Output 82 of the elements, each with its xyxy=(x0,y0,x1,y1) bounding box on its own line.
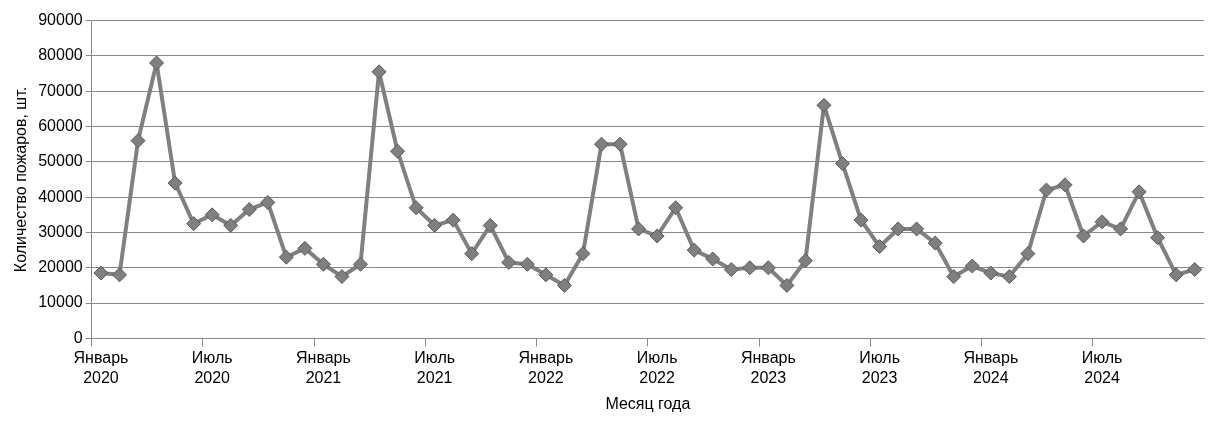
point xyxy=(130,133,146,149)
point xyxy=(260,194,276,210)
y-tick-label: 60000 xyxy=(38,116,83,134)
point xyxy=(519,256,535,272)
x-tick-label: Июль 2023 xyxy=(859,349,900,386)
point xyxy=(909,221,925,237)
point xyxy=(167,175,183,191)
point xyxy=(1094,214,1110,230)
point xyxy=(297,240,313,256)
point xyxy=(872,239,888,255)
y-tick-label: 20000 xyxy=(38,258,83,276)
x-tick-label: Июль 2024 xyxy=(1081,349,1123,386)
x-tick-label: Январь 2022 xyxy=(518,349,574,386)
y-axis-title: Количество пожаров, шт. xyxy=(12,86,30,273)
point xyxy=(1150,230,1166,246)
point xyxy=(241,202,257,218)
x-tick-label: Июль 2021 xyxy=(414,349,456,386)
point xyxy=(1038,182,1054,198)
point xyxy=(779,277,795,293)
point xyxy=(686,242,702,258)
x-tick-label: Июль 2022 xyxy=(636,349,678,386)
y-tick-label: 80000 xyxy=(38,46,83,64)
point xyxy=(390,143,406,159)
point xyxy=(1076,228,1091,244)
point xyxy=(983,265,999,281)
point xyxy=(946,269,962,285)
point xyxy=(556,277,572,293)
x-tick-label: Январь 2023 xyxy=(740,349,796,386)
point xyxy=(816,97,832,113)
y-tick-label: 70000 xyxy=(38,81,83,99)
point xyxy=(186,216,202,232)
point xyxy=(742,260,758,276)
x-tick-label: Январь 2021 xyxy=(296,349,351,386)
point xyxy=(149,55,165,71)
x-tick-label: Январь 2020 xyxy=(73,349,129,386)
point xyxy=(204,207,220,223)
point xyxy=(501,254,517,270)
point xyxy=(668,200,684,216)
point xyxy=(1001,269,1017,285)
point xyxy=(797,253,813,269)
point xyxy=(482,217,498,233)
point xyxy=(278,249,294,265)
point xyxy=(93,265,109,281)
point xyxy=(1131,184,1147,200)
point xyxy=(538,267,554,283)
y-tick-label: 90000 xyxy=(38,11,83,29)
point xyxy=(1057,177,1073,193)
y-tick-label: 50000 xyxy=(38,152,83,170)
point xyxy=(371,64,387,80)
point xyxy=(1113,221,1129,237)
point xyxy=(890,221,906,237)
point xyxy=(705,251,721,267)
point xyxy=(1187,262,1203,278)
point xyxy=(112,267,127,283)
point xyxy=(408,200,424,216)
y-tick-label: 30000 xyxy=(38,222,83,240)
point xyxy=(575,246,591,262)
point xyxy=(223,217,239,233)
point xyxy=(927,235,943,251)
y-tick-label: 40000 xyxy=(38,187,83,205)
point xyxy=(353,256,368,272)
point xyxy=(612,136,628,152)
point xyxy=(1168,267,1184,283)
point xyxy=(315,256,331,272)
point xyxy=(964,258,980,274)
point xyxy=(853,212,869,228)
point xyxy=(723,262,739,278)
point xyxy=(427,217,443,233)
y-tick-label: 10000 xyxy=(38,293,83,311)
x-tick-label: Июль 2020 xyxy=(191,349,233,386)
point xyxy=(835,156,850,172)
point xyxy=(631,221,647,237)
point xyxy=(760,260,776,276)
point xyxy=(1020,246,1036,262)
x-axis-title: Месяц года xyxy=(605,394,691,412)
point xyxy=(445,212,461,228)
point xyxy=(594,136,609,152)
y-tick-label: 0 xyxy=(73,328,83,346)
point xyxy=(649,228,665,244)
point xyxy=(334,269,350,285)
x-tick-label: Январь 2024 xyxy=(963,349,1019,386)
point xyxy=(464,246,480,262)
